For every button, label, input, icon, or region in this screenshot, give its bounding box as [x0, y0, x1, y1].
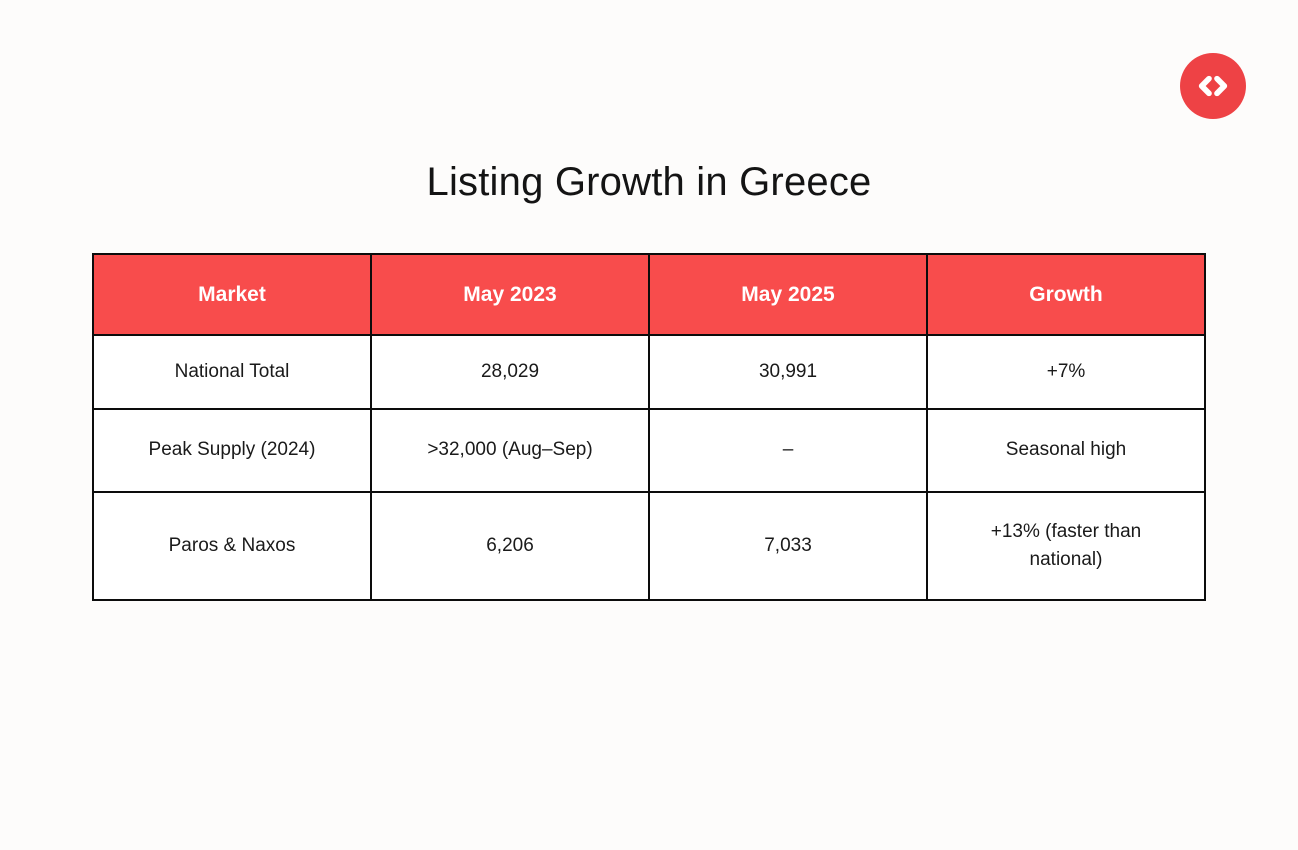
- cell-may-2023: 6,206: [370, 491, 650, 601]
- table-row: Peak Supply (2024) >32,000 (Aug–Sep) – S…: [92, 408, 1206, 493]
- table-row: National Total 28,029 30,991 +7%: [92, 334, 1206, 410]
- cell-growth: +7%: [926, 334, 1206, 410]
- cell-market: Peak Supply (2024): [92, 408, 372, 493]
- cell-may-2023: >32,000 (Aug–Sep): [370, 408, 650, 493]
- code-icon: [1198, 75, 1228, 97]
- cell-may-2023: 28,029: [370, 334, 650, 410]
- table-row: Paros & Naxos 6,206 7,033 +13% (faster t…: [92, 491, 1206, 601]
- cell-growth: Seasonal high: [926, 408, 1206, 493]
- column-header-growth: Growth: [926, 253, 1206, 336]
- logo: [1180, 53, 1246, 119]
- cell-may-2025: 7,033: [648, 491, 928, 601]
- cell-may-2025: 30,991: [648, 334, 928, 410]
- table-header-row: Market May 2023 May 2025 Growth: [92, 253, 1206, 336]
- cell-may-2025: –: [648, 408, 928, 493]
- column-header-may-2025: May 2025: [648, 253, 928, 336]
- listing-growth-table: Market May 2023 May 2025 Growth National…: [92, 253, 1206, 601]
- column-header-market: Market: [92, 253, 372, 336]
- column-header-may-2023: May 2023: [370, 253, 650, 336]
- cell-growth: +13% (faster than national): [926, 491, 1206, 601]
- cell-market: National Total: [92, 334, 372, 410]
- page-title: Listing Growth in Greece: [426, 160, 872, 204]
- cell-market: Paros & Naxos: [92, 491, 372, 601]
